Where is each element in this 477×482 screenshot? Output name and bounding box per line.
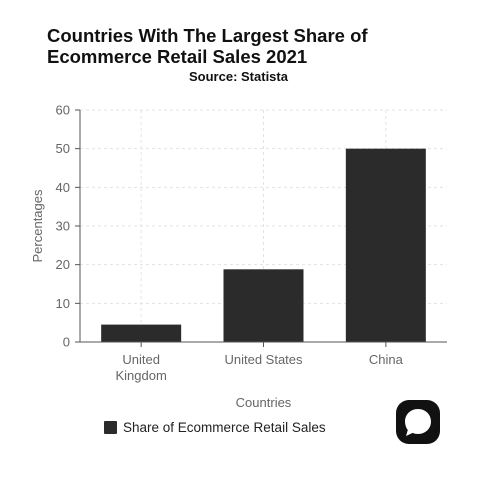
y-tick-label: 40: [56, 180, 70, 195]
x-tick-label: United Kingdom: [116, 352, 167, 383]
bar-china: [345, 148, 426, 342]
speech-bubble-logo-icon: [396, 400, 440, 444]
y-tick-label: 30: [56, 219, 70, 234]
y-tick-label: 60: [56, 103, 70, 118]
y-tick-label: 50: [56, 141, 70, 156]
bar-united-states: [223, 269, 304, 342]
y-axis-title: Percentages: [30, 189, 45, 262]
legend-swatch: [104, 421, 117, 434]
y-tick-label: 0: [63, 335, 70, 350]
x-tick-label: United States: [224, 352, 303, 367]
y-tick-label: 20: [56, 257, 70, 272]
legend-label: Share of Ecommerce Retail Sales: [123, 420, 326, 435]
bar-united-kingdom: [101, 324, 182, 342]
legend[interactable]: Share of Ecommerce Retail Sales: [104, 420, 326, 435]
x-tick-label: China: [369, 352, 404, 367]
x-axis-title: Countries: [236, 395, 292, 410]
y-tick-label: 10: [56, 296, 70, 311]
chart-subtitle: Source: Statista: [189, 69, 288, 84]
chart-title: Countries With The Largest Share of Ecom…: [47, 25, 368, 67]
